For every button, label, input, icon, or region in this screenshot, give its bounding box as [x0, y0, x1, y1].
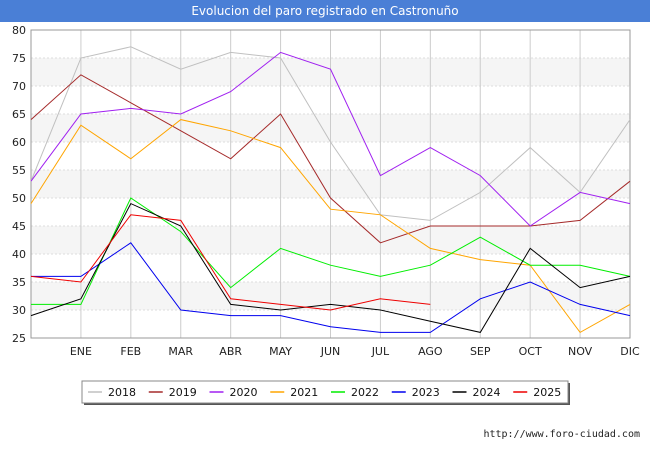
y-tick-label: 60	[12, 136, 26, 149]
x-tick-label: OCT	[519, 345, 542, 358]
plot-frame	[30, 29, 631, 339]
legend-label-2020: 2020	[230, 386, 258, 399]
legend-box	[81, 380, 569, 404]
x-tick-label: ABR	[219, 345, 242, 358]
chart-title: Evolucion del paro registrado en Castron…	[0, 0, 650, 22]
series-line-2020	[30, 51, 631, 227]
x-tick-label: AGO	[418, 345, 443, 358]
source-credit[interactable]: http://www.foro-ciudad.com	[483, 429, 640, 440]
y-tick-label: 40	[12, 248, 26, 261]
legend-label-2018: 2018	[108, 386, 136, 399]
y-tick-label: 35	[12, 276, 26, 289]
legend-label-2023: 2023	[412, 386, 440, 399]
y-tick-label: 75	[12, 52, 26, 65]
x-tick-label: FEB	[120, 345, 141, 358]
x-tick-label: MAR	[168, 345, 193, 358]
series-line-2018	[30, 46, 631, 221]
y-tick-label: 80	[12, 24, 26, 37]
series-line-2024	[30, 202, 631, 333]
x-axis-ticks: ENE FEB MAR ABR MAY JUN JUL AGO SEP OCT NOV DIC	[70, 345, 640, 358]
legend-label-2021: 2021	[290, 386, 318, 399]
x-tick-label: SEP	[470, 345, 491, 358]
y-axis-ticks: 25 30 35 40 45 50 55 60 65 70 75 80	[12, 24, 26, 345]
grid-lines	[30, 29, 631, 339]
y-tick-label: 70	[12, 80, 26, 93]
legend-label-2022: 2022	[351, 386, 379, 399]
series-line-2025	[30, 214, 431, 311]
legend: 2018 2019 2020 2021 2022 2023 2024 2025	[81, 380, 570, 405]
x-tick-label: ENE	[70, 345, 92, 358]
y-tick-label: 65	[12, 108, 26, 121]
series-line-2023	[31, 242, 631, 333]
legend-label-2019: 2019	[169, 386, 197, 399]
y-tick-label: 30	[12, 304, 26, 317]
y-tick-label: 50	[12, 192, 26, 205]
series-line-2022	[31, 197, 631, 305]
x-tick-label: DIC	[620, 345, 640, 358]
y-tick-label: 25	[12, 332, 26, 345]
x-tick-label: JUL	[371, 345, 390, 358]
y-tick-label: 55	[12, 164, 26, 177]
y-tick-label: 45	[12, 220, 26, 233]
legend-label-2025: 2025	[533, 386, 561, 399]
x-tick-label: MAY	[269, 345, 292, 358]
series-lines	[30, 46, 631, 334]
legend-label-2024: 2024	[473, 386, 501, 399]
x-tick-label: JUN	[320, 345, 341, 358]
x-tick-label: NOV	[568, 345, 593, 358]
